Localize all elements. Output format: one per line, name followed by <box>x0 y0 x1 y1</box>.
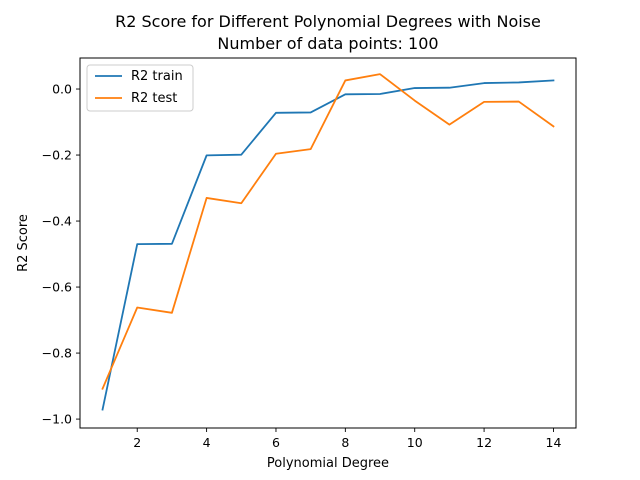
series-line-r2-train <box>101 79 555 411</box>
chart-title: R2 Score for Different Polynomial Degree… <box>115 12 541 31</box>
legend-label-r2-test: R2 test <box>131 91 177 106</box>
x-tick-label: 8 <box>341 435 349 450</box>
x-tick-label: 14 <box>546 435 562 450</box>
x-axis-ticks: 2 4 6 8 10 12 14 <box>133 428 561 450</box>
x-tick-label: 2 <box>133 435 141 450</box>
legend: R2 train R2 test <box>86 64 194 112</box>
y-axis-ticks: −1.0 −0.8 −0.6 −0.4 −0.2 0.0 <box>42 82 80 427</box>
y-tick-label: −0.2 <box>42 148 72 163</box>
x-tick-label: 6 <box>272 435 280 450</box>
y-tick-label: −0.4 <box>42 214 72 229</box>
y-tick-label: −0.8 <box>42 346 72 361</box>
axes-frame <box>79 57 577 429</box>
x-tick-label: 4 <box>203 435 211 450</box>
x-tick-label: 10 <box>407 435 423 450</box>
plot-area <box>79 57 577 429</box>
series-line-r2-test <box>101 73 555 390</box>
y-axis-label: R2 Score <box>16 214 31 272</box>
x-tick-label: 12 <box>476 435 492 450</box>
y-tick-label: −1.0 <box>42 412 72 427</box>
series-layer <box>101 73 555 411</box>
x-axis-label: Polynomial Degree <box>267 456 389 471</box>
y-tick-label: −0.6 <box>42 280 72 295</box>
legend-label-r2-train: R2 train <box>131 69 183 84</box>
chart-subtitle: Number of data points: 100 <box>217 34 438 53</box>
y-tick-label: 0.0 <box>52 82 72 97</box>
